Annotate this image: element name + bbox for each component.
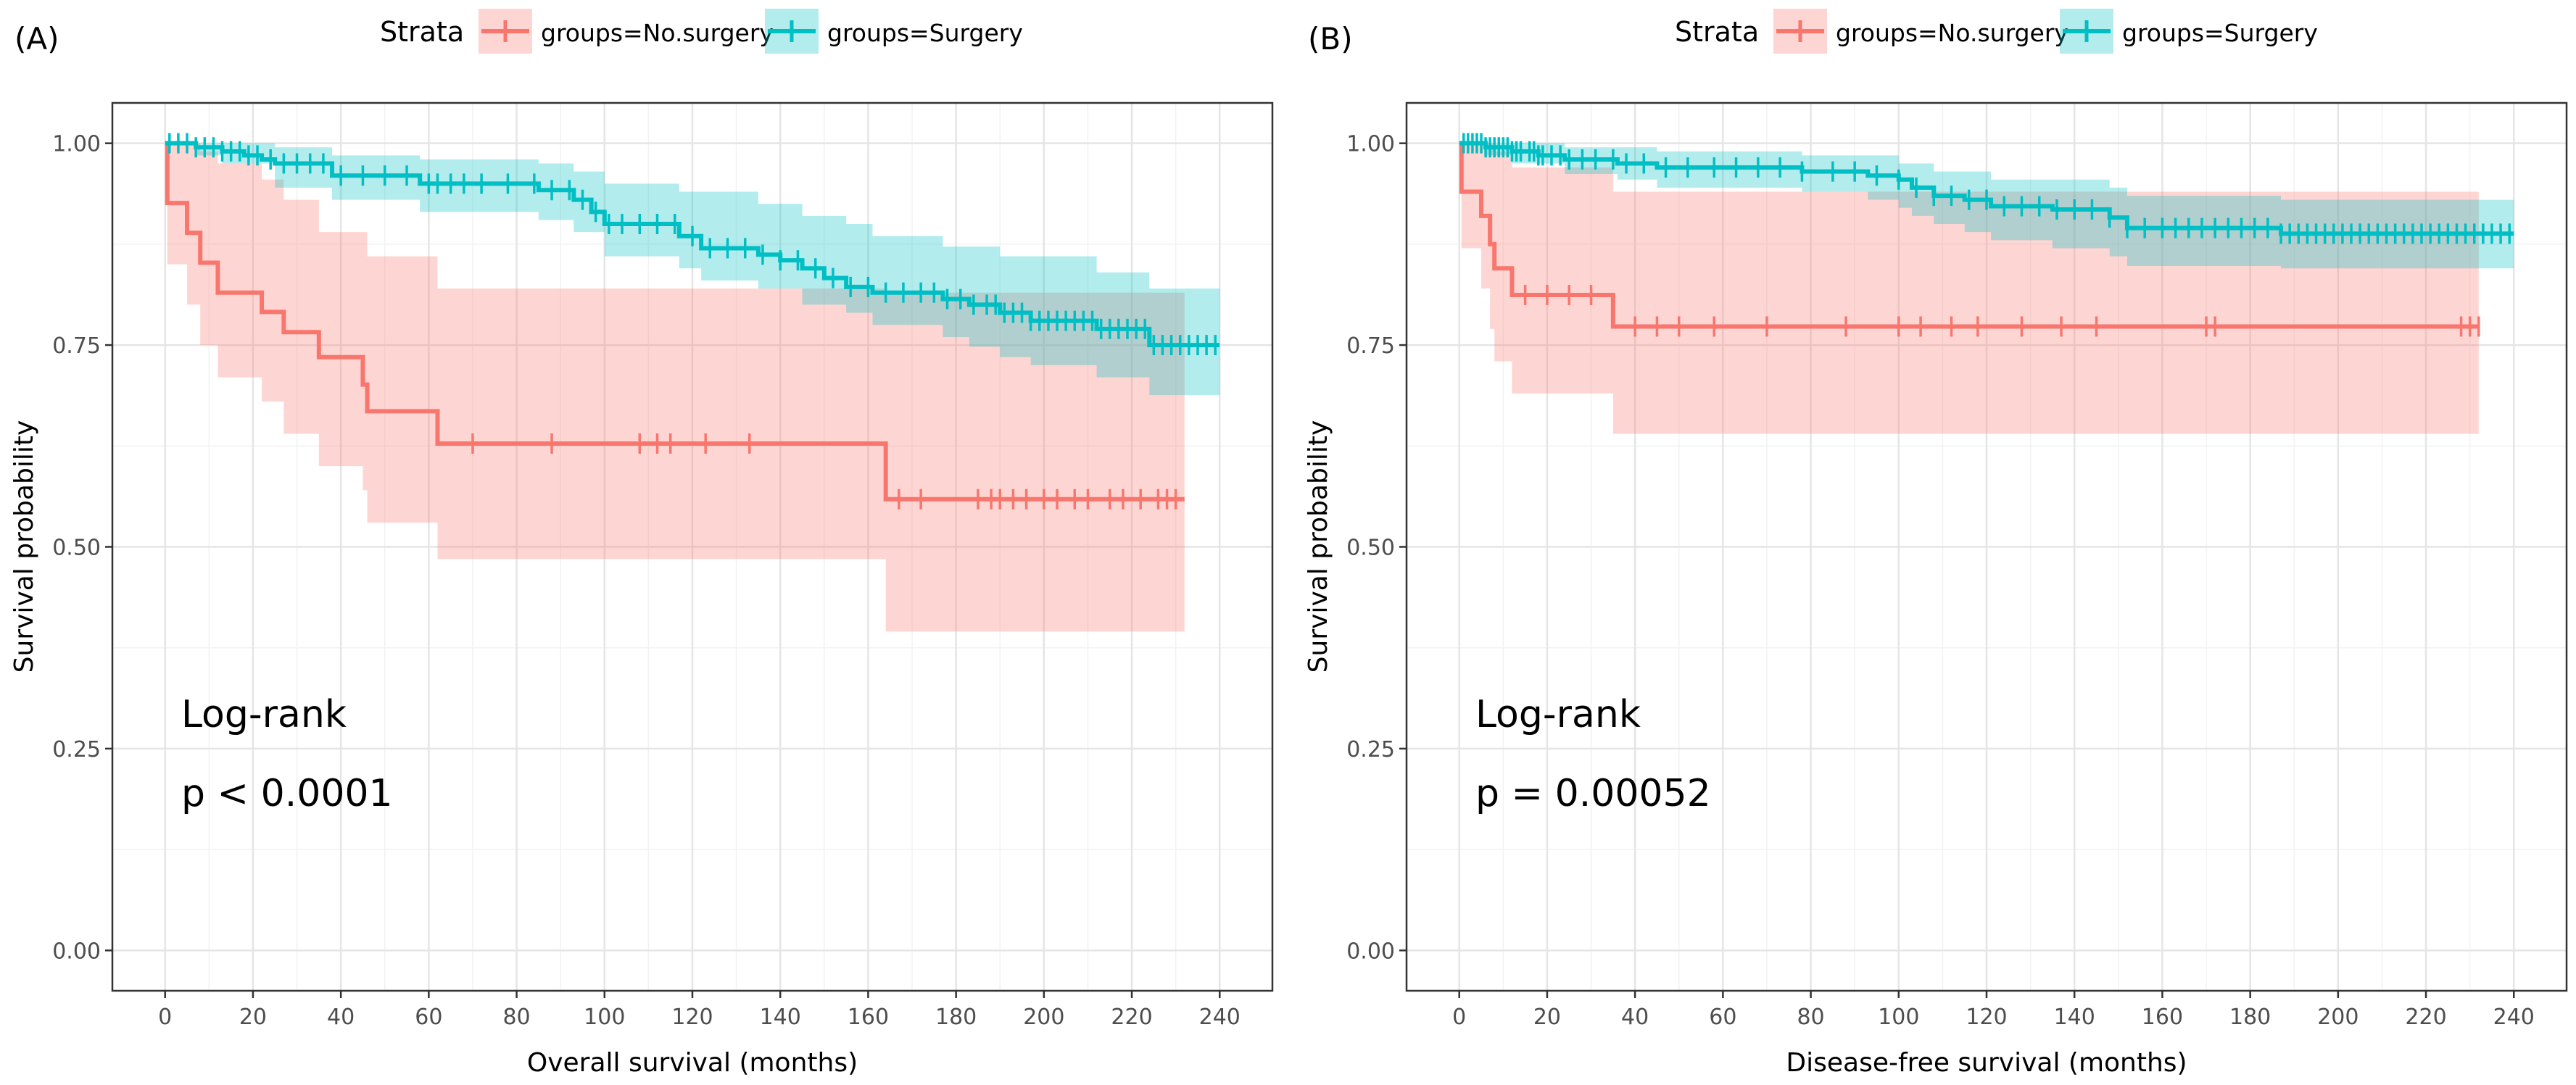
plot-area (111, 101, 1274, 992)
y-tick-label: 0.00 (52, 939, 101, 964)
x-tick-label: 0 (1452, 1005, 1466, 1030)
legend-label-surgery: groups=Surgery (827, 19, 1023, 47)
y-tick-label: 1.00 (1346, 132, 1395, 157)
x-tick-label: 200 (2317, 1005, 2358, 1030)
x-tick-label: 100 (584, 1005, 625, 1030)
x-tick-label: 100 (1878, 1005, 1919, 1030)
x-tick-label: 160 (848, 1005, 889, 1030)
y-axis-label: Survival probability (1304, 420, 1333, 673)
x-tick-label: 80 (502, 1005, 530, 1030)
confidence-bands (165, 143, 1220, 632)
survival-curves (165, 141, 1220, 502)
x-tick-label: 180 (2229, 1005, 2271, 1030)
plot-area (1405, 101, 2568, 992)
x-axis: 0 20 40 60 80 100 120 140 160 180 200 220 240 (158, 991, 1241, 1030)
x-tick-label: 120 (1966, 1005, 2007, 1030)
legend: Strata groups=No.surgery groups=Surgery (1675, 9, 2318, 54)
x-tick-label: 40 (327, 1005, 355, 1030)
p-value-label: p = 0.00052 (1475, 772, 1711, 815)
legend-title: Strata (380, 16, 464, 48)
panel-label: (A) (15, 21, 59, 57)
survival-curve-surgery (165, 141, 1220, 348)
y-tick-label: 0.25 (1346, 737, 1395, 762)
logrank-label: Log-rank (181, 693, 347, 736)
x-tick-label: 120 (671, 1005, 713, 1030)
logrank-label: Log-rank (1475, 693, 1641, 736)
x-tick-label: 60 (415, 1005, 442, 1030)
ci-band-surgery (165, 143, 1220, 396)
x-tick-label: 240 (2493, 1005, 2535, 1030)
x-tick-label: 220 (1111, 1005, 1152, 1030)
x-tick-label: 80 (1797, 1005, 1824, 1030)
y-tick-label: 0.00 (1346, 939, 1395, 964)
p-value-label: p < 0.0001 (181, 772, 393, 815)
ci-band-no-surgery (165, 143, 1185, 632)
ci-band-no-surgery (1459, 143, 2479, 434)
x-tick-label: 180 (935, 1005, 977, 1030)
survival-curve-no-surgery (1459, 141, 2479, 329)
y-axis: 0.00 0.25 0.50 0.75 1.00 (1346, 132, 1407, 964)
x-tick-label: 60 (1709, 1005, 1736, 1030)
legend: Strata groups=No.surgery groups=Surgery (380, 9, 1023, 54)
x-axis-label: Overall survival (months) (527, 1048, 858, 1078)
panel-b: (B) Strata groups=No.surgery groups=Surg… (1304, 9, 2568, 1078)
x-tick-label: 20 (239, 1005, 267, 1030)
grid-major (1407, 103, 2567, 991)
x-tick-label: 240 (1199, 1005, 1241, 1030)
x-tick-label: 160 (2142, 1005, 2183, 1030)
x-tick-label: 140 (760, 1005, 801, 1030)
x-tick-label: 20 (1533, 1005, 1561, 1030)
panel-a: (A) Strata groups=No.surgery groups=Surg… (9, 9, 1274, 1078)
y-axis-label: Survival probability (9, 420, 39, 673)
survival-curve-no-surgery (165, 141, 1185, 502)
x-axis-label: Disease-free survival (months) (1786, 1048, 2187, 1078)
y-tick-label: 0.25 (52, 737, 101, 762)
grid-major (112, 103, 1272, 991)
y-tick-label: 0.50 (1346, 536, 1395, 561)
y-tick-label: 0.50 (52, 536, 101, 561)
x-axis: 0 20 40 60 80 100 120 140 160 180 200 220 240 (1452, 991, 2535, 1030)
panel-label: (B) (1308, 21, 1353, 57)
legend-title: Strata (1675, 16, 1759, 48)
y-axis: 0.00 0.25 0.50 0.75 1.00 (52, 132, 112, 964)
x-tick-label: 140 (2054, 1005, 2095, 1030)
x-tick-label: 0 (158, 1005, 172, 1030)
x-tick-label: 220 (2405, 1005, 2446, 1030)
legend-label-no-surgery: groups=No.surgery (541, 19, 774, 47)
x-tick-label: 200 (1023, 1005, 1064, 1030)
x-tick-label: 40 (1621, 1005, 1649, 1030)
censor-marks (1462, 133, 2511, 337)
y-tick-label: 0.75 (1346, 333, 1395, 359)
legend-label-no-surgery: groups=No.surgery (1836, 19, 2068, 47)
y-tick-label: 0.75 (52, 333, 101, 359)
y-tick-label: 1.00 (52, 132, 101, 157)
legend-label-surgery: groups=Surgery (2122, 19, 2318, 47)
censor-marks (168, 133, 1217, 510)
